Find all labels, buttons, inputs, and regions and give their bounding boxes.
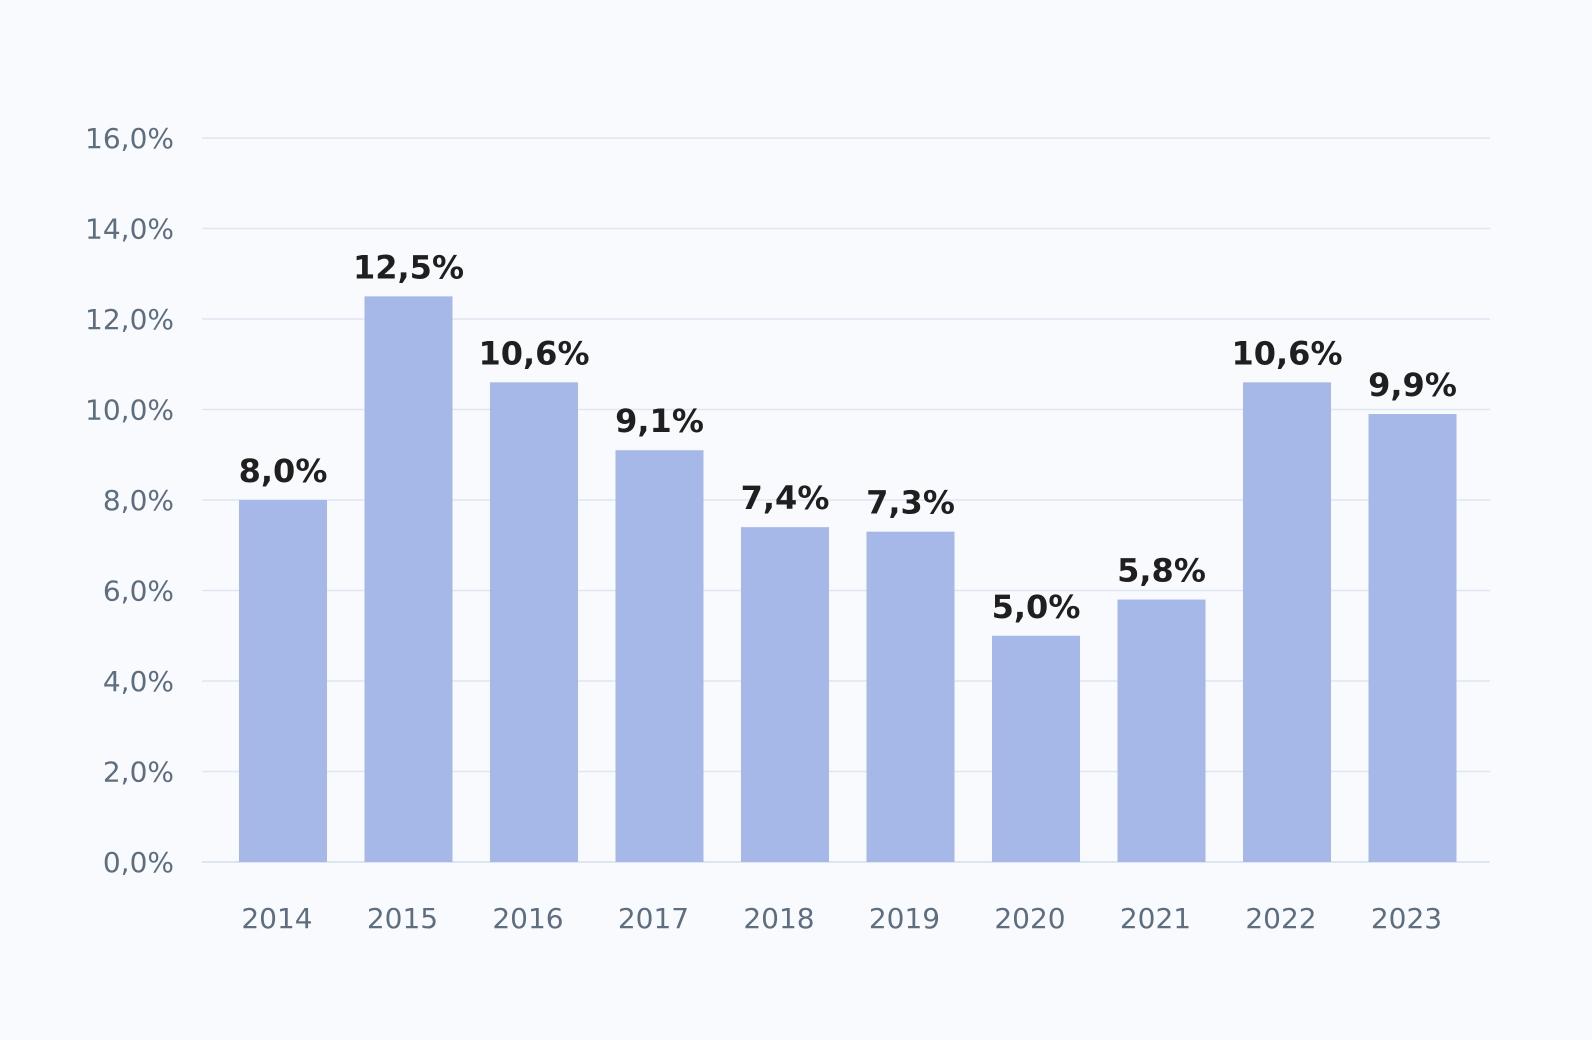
x-tick-label-2014: 2014 [241, 902, 312, 935]
data-label-2020: 5,0% [992, 588, 1081, 626]
bar-2022 [1243, 382, 1331, 862]
x-tick-label-2021: 2021 [1120, 902, 1191, 935]
y-tick-label: 6,0% [103, 575, 174, 608]
bar-2023 [1368, 414, 1457, 862]
bar-2017 [615, 450, 704, 862]
bar-2016 [490, 382, 578, 862]
y-tick-label: 8,0% [103, 484, 174, 517]
bar-2019 [866, 531, 955, 862]
bars [239, 296, 1457, 862]
x-tick-label-2015: 2015 [367, 902, 438, 935]
data-label-2021: 5,8% [1117, 552, 1206, 590]
y-axis-ticks: 0,0% 2,0% 4,0% 6,0% 8,0% 10,0% 12,0% 14,0% 16,0% [85, 122, 174, 879]
y-tick-label: 12,0% [85, 303, 174, 336]
bar-2020 [992, 635, 1080, 862]
data-label-2018: 7,4% [741, 479, 830, 517]
y-tick-label: 10,0% [85, 394, 174, 427]
bar-2021 [1117, 599, 1206, 862]
data-label-2022: 10,6% [1231, 334, 1342, 372]
bar-2015 [364, 296, 453, 862]
data-labels: 8,0% 12,5% 10,6% 9,1% 7,4% 7,3% 5,0% 5,8% 10,6% 9… [239, 248, 1457, 625]
bar-2018 [741, 527, 829, 862]
data-label-2016: 10,6% [478, 334, 589, 372]
x-tick-label-2020: 2020 [994, 902, 1065, 935]
x-tick-label-2018: 2018 [743, 902, 814, 935]
data-label-2023: 9,9% [1368, 366, 1457, 404]
y-tick-label: 0,0% [103, 846, 174, 879]
bar-2014 [239, 500, 327, 862]
x-tick-label-2023: 2023 [1371, 902, 1442, 935]
x-tick-label-2017: 2017 [618, 902, 689, 935]
data-label-2015: 12,5% [353, 248, 464, 286]
x-tick-label-2022: 2022 [1245, 902, 1316, 935]
x-tick-label-2016: 2016 [492, 902, 563, 935]
y-tick-label: 14,0% [85, 213, 174, 246]
x-axis-ticks: 2014 2015 2016 2017 2018 2019 2020 2021 2022 2023 [241, 902, 1442, 935]
data-label-2019: 7,3% [866, 484, 955, 522]
y-tick-label: 16,0% [85, 122, 174, 155]
y-tick-label: 4,0% [103, 665, 174, 698]
data-label-2014: 8,0% [239, 452, 328, 490]
data-label-2017: 9,1% [615, 402, 704, 440]
x-tick-label-2019: 2019 [869, 902, 940, 935]
y-tick-label: 2,0% [103, 756, 174, 789]
